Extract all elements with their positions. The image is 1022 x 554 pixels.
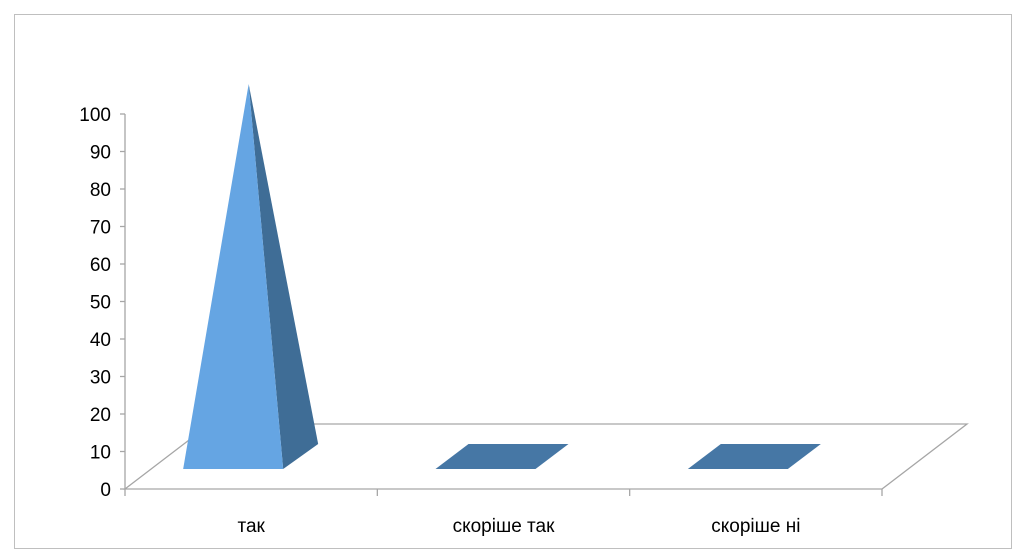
bar-side <box>248 84 319 469</box>
y-tick-label: 10 <box>90 443 111 464</box>
x-axis: так скоріше так скоріше ні <box>124 489 883 537</box>
y-tick-label: 40 <box>90 330 111 351</box>
bar <box>435 444 569 469</box>
y-tick-label: 80 <box>90 180 111 201</box>
y-tick-label: 0 <box>100 480 111 501</box>
bar <box>687 444 821 469</box>
x-tick-label: скоріше так <box>453 516 556 537</box>
y-tick-label: 90 <box>90 143 111 164</box>
bar <box>183 84 284 469</box>
y-tick-label: 100 <box>79 105 111 126</box>
x-tick-label: так <box>237 516 265 537</box>
y-axis: 0 10 20 30 40 50 60 70 80 90 100 <box>79 105 126 501</box>
y-tick-label: 70 <box>90 218 111 239</box>
y-tick-label: 50 <box>90 293 111 314</box>
y-tick-label: 60 <box>90 255 111 276</box>
y-tick-label: 20 <box>90 405 111 426</box>
x-tick-label: скоріше ні <box>711 516 800 537</box>
y-tick-label: 30 <box>90 368 111 389</box>
bars <box>183 84 821 469</box>
